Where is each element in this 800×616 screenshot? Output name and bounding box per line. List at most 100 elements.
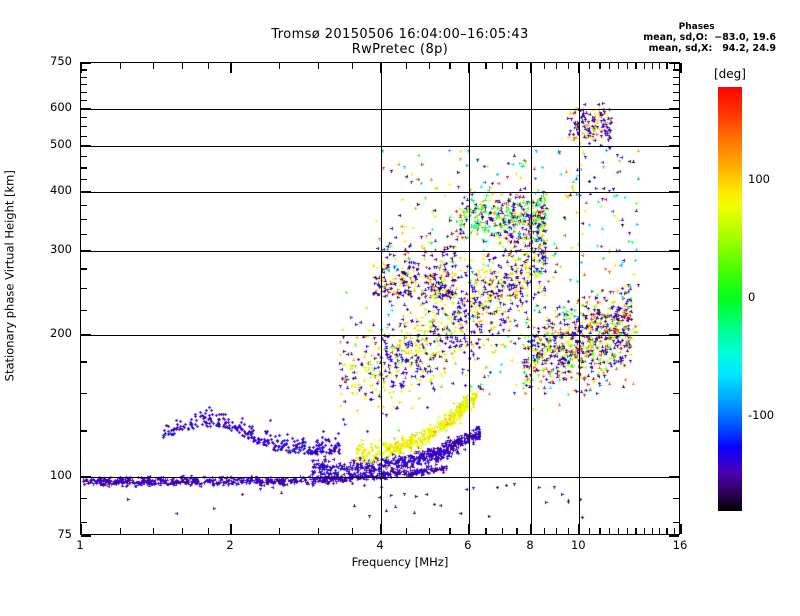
x-tick-minor [318,528,320,534]
x-tick-label: 2 [226,538,234,552]
x-tick-minor-top [659,63,661,69]
y-tick-major [81,250,91,253]
x-tick-label: 6 [464,538,472,552]
x-tick-minor-top [673,63,675,69]
x-tick-minor-top [651,63,653,69]
x-tick-minor-top [278,63,280,69]
y-tick-minor-right [673,135,679,137]
x-tick-major [467,524,470,534]
x-tick-minor-top [119,63,122,69]
x-tick-minor [428,528,430,534]
colorbar-tick-label: 100 [748,172,770,187]
x-tick-minor [278,528,280,534]
x-tick-major [680,524,682,534]
x-tick-minor [119,528,122,534]
phase-stats-header: Phases [678,22,715,32]
x-tick-minor-top [543,63,545,69]
x-tick-minor-top [589,63,591,69]
x-tick-label: 4 [376,538,384,552]
y-tick-minor [81,69,87,71]
y-tick-minor [81,218,87,221]
gridline-horizontal [81,251,679,252]
x-tick-minor [608,528,611,534]
y-tick-minor-right [673,99,679,102]
x-tick-minor-top [626,63,629,69]
y-tick-minor [81,309,87,311]
x-tick-minor [182,528,184,534]
y-tick-minor [81,179,87,181]
y-tick-major-right [669,250,679,253]
y-tick-minor [81,126,87,128]
x-tick-major-top [80,63,82,73]
y-tick-minor [81,99,87,102]
x-tick-minor [501,528,503,534]
x-tick-minor-top [608,63,611,69]
x-tick-minor-top [318,63,320,69]
x-tick-major-top [467,63,470,73]
y-tick-minor-right [673,167,679,169]
x-tick-minor-top [555,63,558,69]
y-tick-major [81,191,91,193]
y-tick-minor [81,167,87,169]
x-tick-major [578,524,581,534]
y-tick-minor [81,116,87,119]
phase-stats-annotation: Phases mean, sd,O: −83.0, 19.6 mean, sd,… [643,22,776,54]
x-tick-minor-top [567,63,569,69]
x-tick-major-top [680,63,682,73]
colorbar-tick-label: 0 [748,290,756,304]
y-tick-major [81,333,91,336]
x-tick-minor-top [501,63,503,69]
y-tick-major-right [669,145,679,148]
x-tick-minor [485,528,487,534]
y-tick-label: 100 [50,467,72,482]
x-tick-major-top [230,63,232,73]
gridline-vertical [381,63,382,534]
x-tick-major-top [530,63,532,73]
x-tick-minor-top [666,63,668,69]
y-tick-minor-right [673,84,679,86]
y-tick-minor-right [673,497,679,500]
x-tick-minor [618,528,620,534]
y-tick-major-right [669,191,679,193]
y-tick-label: 400 [50,183,72,198]
x-tick-minor-top [428,63,430,69]
y-tick-minor-right [673,76,679,78]
y-tick-minor-right [673,69,679,71]
y-tick-label: 500 [50,137,72,152]
x-tick-minor [651,528,653,534]
x-tick-major [80,524,82,534]
x-tick-minor [673,528,675,534]
x-tick-major-top [578,63,581,73]
y-tick-minor [81,393,87,395]
x-tick-minor [543,528,545,534]
x-tick-major [530,524,532,534]
y-tick-minor-right [673,309,679,311]
y-tick-minor [81,156,87,158]
plot-data-area [81,63,679,534]
plot-canvas: Tromsø 20150506 16:04:00–16:05:43 RwPret… [2,22,776,568]
chart-title-line1: Tromsø 20150506 16:04:00–16:05:43 [271,27,529,42]
y-tick-minor [81,430,87,432]
y-tick-minor [81,234,87,236]
x-tick-minor-top [599,63,601,69]
x-tick-minor [351,528,353,534]
y-tick-label: 300 [50,242,72,257]
x-tick-minor [666,528,668,534]
x-tick-minor-top [449,63,451,69]
y-tick-minor-right [673,156,679,158]
x-tick-minor [153,528,155,534]
gridline-horizontal [81,477,679,478]
y-tick-major [81,62,91,64]
y-tick-minor [81,91,87,93]
y-tick-minor [81,204,87,206]
x-tick-minor-top [485,63,487,69]
y-tick-major [81,108,91,110]
chart-title-line2: RwPretec (8p) [351,42,449,57]
colorbar [718,87,742,511]
phase-stats-o-mode: mean, sd,O: −83.0, 19.6 [643,32,776,43]
x-tick-minor [516,528,518,534]
y-axis-title: Stationary phase Virtual Height [km] [2,170,17,382]
y-tick-major [81,476,91,478]
y-tick-major-right [669,108,679,110]
y-tick-minor-right [673,116,679,119]
